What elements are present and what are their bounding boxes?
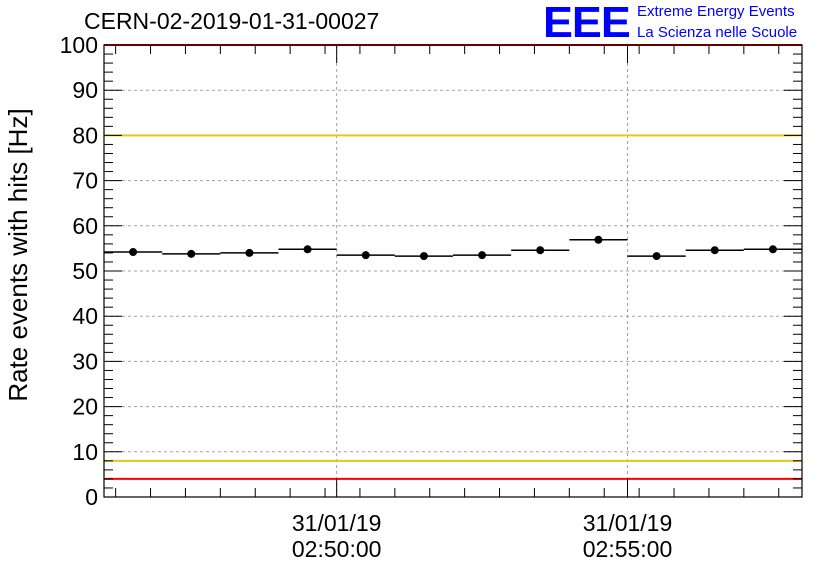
- x-tick-label-date-0: 31/01/19: [292, 510, 382, 536]
- data-point-9: [652, 252, 661, 261]
- data-point-10: [710, 246, 719, 255]
- logo-mark-text: EEE: [543, 0, 631, 47]
- y-axis-label: Rate events with hits [Hz]: [3, 108, 33, 401]
- data-point-4: [361, 251, 370, 260]
- data-point-2: [245, 248, 254, 257]
- data-point-7: [536, 246, 545, 255]
- y-tick-label-0: 0: [85, 484, 98, 510]
- data-point-5: [419, 252, 428, 261]
- x-tick-label-time-0: 02:50:00: [292, 536, 382, 562]
- data-point-8: [594, 235, 603, 244]
- data-point-6: [478, 251, 487, 260]
- data-point-3: [303, 245, 312, 254]
- data-point-11: [768, 245, 777, 254]
- y-tick-label-90: 90: [72, 77, 98, 103]
- y-tick-label-30: 30: [72, 348, 98, 374]
- x-tick-label-time-1: 02:55:00: [583, 536, 673, 562]
- y-tick-label-40: 40: [72, 303, 98, 329]
- logo-line-2: La Scienza nelle Scuole: [637, 24, 798, 41]
- y-tick-label-20: 20: [72, 394, 98, 420]
- y-tick-label-100: 100: [60, 32, 98, 58]
- y-tick-label-10: 10: [72, 439, 98, 465]
- run-title: CERN-02-2019-01-31-00027: [84, 8, 380, 34]
- y-tick-label-70: 70: [72, 168, 98, 194]
- data-point-1: [187, 249, 196, 258]
- data-point-0: [129, 248, 138, 257]
- y-tick-label-60: 60: [72, 213, 98, 239]
- logo-mark: EEE: [543, 0, 631, 48]
- y-tick-label-80: 80: [72, 122, 98, 148]
- logo-line-1: Extreme Energy Events: [637, 3, 795, 20]
- x-tick-label-date-1: 31/01/19: [583, 510, 673, 536]
- y-tick-label-50: 50: [72, 258, 98, 284]
